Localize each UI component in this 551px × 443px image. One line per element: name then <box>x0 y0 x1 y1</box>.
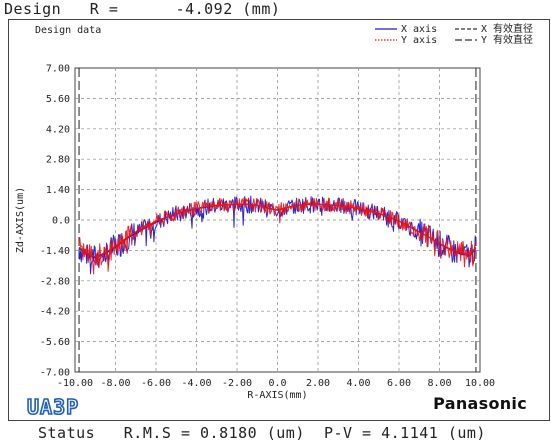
chart-panel: Design data X axis Y axis X 有效直径 Y 有效直径 -10… <box>8 19 550 421</box>
y-tick-label: -7.00 <box>40 368 70 379</box>
rms-label: R.M.S = <box>123 424 191 442</box>
x-tick-label: 4.00 <box>346 378 370 389</box>
y-tick-label: -1.40 <box>40 246 70 257</box>
status-label: Status <box>38 424 96 442</box>
series-line-y-axis <box>78 203 477 258</box>
x-tick-label: -4.00 <box>181 378 211 389</box>
x-axis-label: R-AXIS(mm) <box>247 390 307 401</box>
x-tick-label: 6.00 <box>387 378 411 389</box>
header-design-radius: Design R = -4.092 (mm) <box>4 0 280 18</box>
y-tick-label: -4.20 <box>40 307 70 318</box>
y-tick-label: 4.20 <box>46 124 70 135</box>
legend-label: Y 有效直径 <box>481 33 533 46</box>
x-tick-label: 2.00 <box>306 378 330 389</box>
y-tick-label: 0.0 <box>52 216 70 227</box>
x-tick-label: 10.00 <box>465 378 495 389</box>
x-tick-label: -8.00 <box>100 378 130 389</box>
y-tick-label: -2.80 <box>40 276 70 287</box>
status-bar: Status R.M.S = 0.8180 (um) P-V = 4.1141 … <box>38 424 486 442</box>
y-tick-label: 7.00 <box>46 64 70 75</box>
y-axis-label: Zd-AXIS(um) <box>15 187 26 253</box>
panel-title: Design data <box>35 25 102 36</box>
y-tick-label: 5.60 <box>46 94 70 105</box>
legend-label: X 有效直径 <box>481 22 533 35</box>
x-tick-label: 8.00 <box>427 378 451 389</box>
series-trace-y-axis <box>78 197 477 275</box>
legend-label: Y axis <box>401 35 437 46</box>
ua3p-logo-text: UA3P <box>27 395 79 419</box>
rms-value: 0.8180 <box>200 424 258 442</box>
x-tick-label: -10.00 <box>57 378 93 389</box>
y-tick-label: 2.80 <box>46 155 70 166</box>
rms-unit: (um) <box>266 424 305 442</box>
legend-label: X axis <box>401 24 437 35</box>
panasonic-logo: Panasonic <box>433 394 527 413</box>
series-trace-x-axis <box>78 195 477 275</box>
y-tick-label: 1.40 <box>46 185 70 196</box>
pv-unit: (um) <box>447 424 486 442</box>
design-label: Design <box>4 0 62 18</box>
chart-ticks: -10.00 -8.00 -6.00 -4.00 -2.00 0.0 2.00 4.00 6.0… <box>15 64 495 402</box>
y-tick-label: -5.60 <box>40 337 70 348</box>
chart-grid <box>74 67 481 373</box>
r-unit: (mm) <box>242 0 281 18</box>
pv-label: P-V = <box>323 424 372 442</box>
x-tick-label: -2.00 <box>222 378 252 389</box>
chart-series <box>78 195 477 275</box>
r-value: -4.092 <box>175 0 233 18</box>
x-tick-label: -6.00 <box>141 378 171 389</box>
x-tick-label: 0.0 <box>268 378 286 389</box>
ua3p-logo: UA3P <box>26 394 79 420</box>
pv-value: 4.1141 <box>381 424 439 442</box>
r-label: R = <box>89 0 119 18</box>
